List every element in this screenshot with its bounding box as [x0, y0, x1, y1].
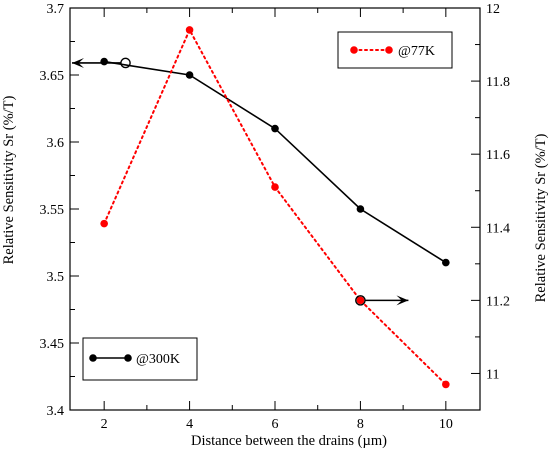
y-left-tick-label: 3.4: [47, 404, 65, 419]
legends: @77K @300K: [82, 31, 453, 381]
data-point-77K: [442, 380, 450, 389]
left-axis-arrow-head: [72, 57, 84, 68]
y-right-tick-label: 11.8: [486, 75, 510, 90]
y-axis-right-title: Relative Sensitivity Sr (%/T): [533, 133, 549, 302]
y-right-tick-label: 11: [486, 367, 499, 382]
y-left-tick-label: 3.55: [40, 203, 65, 218]
axis-ticks: 2 4 6 8 10 3.4 3.45 3.5 3.55 3.6 3.65 3.7 11 11.2 11.4…: [40, 2, 510, 432]
y-right-tick-label: 12: [486, 2, 500, 17]
axis-indicator-circle: [355, 295, 366, 306]
y-left-tick-label: 3.45: [40, 337, 65, 352]
data-point-300K: [185, 71, 194, 79]
legend-box-300k: [82, 337, 198, 381]
y-left-tick-label: 3.6: [47, 136, 65, 151]
right-axis-arrow-head: [396, 295, 409, 306]
y-right-tick-label: 11.2: [486, 294, 510, 309]
data-point-77K: [185, 26, 194, 34]
series-line-300K: [104, 60, 447, 264]
data-point-300K: [271, 124, 279, 133]
y-left-tick-label: 3.5: [47, 270, 65, 285]
axis-indicator-circle: [120, 57, 131, 69]
x-tick-label: 10: [439, 417, 453, 432]
data-point-77K: [100, 219, 108, 228]
data-point-300K: [442, 258, 450, 267]
series-layer: [100, 26, 450, 389]
legend-marker-77k: [385, 46, 393, 54]
legend-label-77k: @77K: [398, 44, 435, 59]
legend-marker-300k: [89, 354, 97, 362]
axis-indicators: [72, 57, 409, 306]
legend-label-300k: @300K: [136, 352, 180, 367]
legend-marker-300k: [124, 354, 132, 362]
x-axis-title: Distance between the drains (µm): [191, 433, 387, 449]
data-point-77K: [271, 183, 279, 191]
y-right-tick-label: 11.6: [486, 148, 510, 163]
x-tick-label: 2: [101, 417, 108, 432]
legend-marker-77k: [350, 46, 358, 54]
x-tick-label: 6: [272, 417, 279, 432]
data-point-300K: [356, 205, 365, 213]
y-left-tick-label: 3.7: [47, 2, 65, 17]
y-right-tick-label: 11.4: [486, 221, 510, 236]
data-point-300K: [100, 57, 108, 66]
y-axis-left-title: Relative Sensitivity Sr (%/T): [1, 95, 17, 264]
x-tick-label: 8: [357, 417, 364, 432]
series-line-77K: [103, 27, 447, 386]
data-point-77K: [356, 296, 365, 305]
y-left-tick-label: 3.65: [40, 69, 65, 84]
x-tick-label: 4: [186, 417, 193, 432]
